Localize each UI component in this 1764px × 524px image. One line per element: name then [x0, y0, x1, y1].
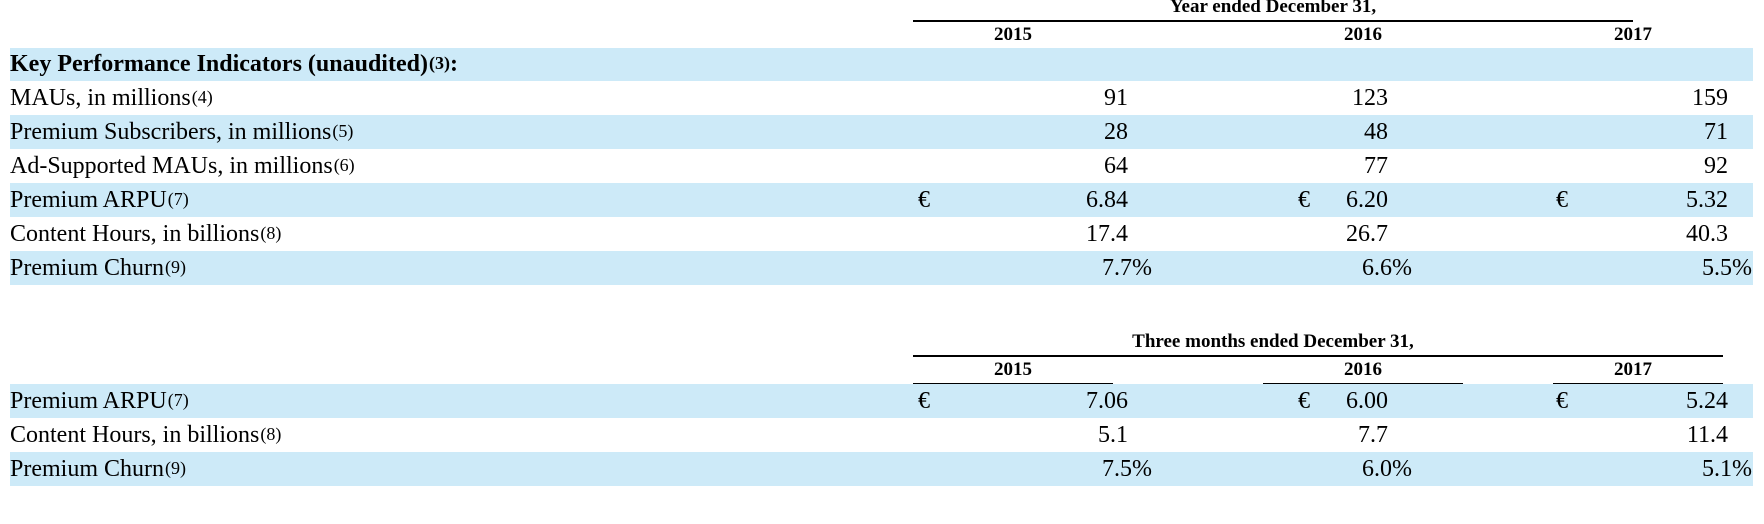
value-cell: 71 [1704, 119, 1728, 145]
value-cell: 6.0% [1362, 456, 1412, 482]
value-cell: 26.7 [1346, 221, 1388, 247]
annual-year-header: 2016 [1344, 24, 1382, 45]
currency-symbol: € [1298, 388, 1310, 414]
value-cell: 6.84 [1086, 187, 1128, 213]
row-band [10, 251, 1753, 285]
row-band [10, 183, 1753, 217]
value-cell: 5.1 [1098, 422, 1128, 448]
annual-period-header: Year ended December 31, [1169, 0, 1377, 17]
row-label: Ad-Supported MAUs, in millions(6) [10, 153, 355, 179]
footnote-ref: (9) [165, 458, 186, 478]
footnote-ref: (7) [167, 189, 189, 209]
annual-year-header: 2015 [994, 24, 1032, 45]
value-cell: 7.7 [1358, 422, 1388, 448]
row-band [10, 384, 1753, 418]
footnote-ref: (6) [333, 155, 355, 175]
value-cell: 7.06 [1086, 388, 1128, 414]
footnote-ref: (8) [260, 223, 282, 243]
value-cell: 123 [1352, 85, 1388, 111]
value-cell: 40.3 [1686, 221, 1728, 247]
currency-symbol: € [918, 388, 930, 414]
section-title: Key Performance Indicators (unaudited)(3… [10, 51, 458, 77]
currency-symbol: € [918, 187, 930, 213]
value-cell: 5.5% [1702, 255, 1752, 281]
value-cell: 48 [1364, 119, 1388, 145]
row-band [10, 452, 1753, 486]
footnote-ref: (5) [332, 121, 354, 141]
row-label: MAUs, in millions(4) [10, 85, 213, 111]
row-label: Content Hours, in billions(8) [10, 221, 282, 247]
value-cell: 28 [1104, 119, 1128, 145]
quarterly-year-header: 2016 [1344, 359, 1382, 380]
quarterly-period-header: Three months ended December 31, [1132, 331, 1414, 352]
quarterly-year-header: 2015 [994, 359, 1032, 380]
row-band [10, 115, 1753, 149]
annual-period-rule [913, 20, 1633, 22]
value-cell: 11.4 [1686, 422, 1728, 448]
quarterly-period-rule [913, 355, 1723, 357]
currency-symbol: € [1556, 187, 1568, 213]
value-cell: 17.4 [1086, 221, 1128, 247]
value-cell: 6.6% [1362, 255, 1412, 281]
value-cell: 5.24 [1686, 388, 1728, 414]
value-cell: 6.20 [1346, 187, 1388, 213]
value-cell: 159 [1692, 85, 1728, 111]
footnote-ref: (4) [191, 87, 213, 107]
value-cell: 92 [1704, 153, 1728, 179]
row-label: Premium Subscribers, in millions(5) [10, 119, 354, 145]
value-cell: 77 [1364, 153, 1388, 179]
value-cell: 5.32 [1686, 187, 1728, 213]
row-label: Premium Churn(9) [10, 456, 186, 482]
row-label: Premium Churn(9) [10, 255, 186, 281]
value-cell: 64 [1104, 153, 1128, 179]
row-label: Content Hours, in billions(8) [10, 422, 282, 448]
row-label: Premium ARPU(7) [10, 388, 189, 414]
footnote-ref: (9) [165, 257, 186, 277]
value-cell: 7.5% [1102, 456, 1152, 482]
currency-symbol: € [1298, 187, 1310, 213]
annual-year-header: 2017 [1614, 24, 1652, 45]
footnote-ref: (7) [167, 390, 189, 410]
value-cell: 6.00 [1346, 388, 1388, 414]
value-cell: 91 [1104, 85, 1128, 111]
value-cell: 7.7% [1102, 255, 1152, 281]
row-label: Premium ARPU(7) [10, 187, 189, 213]
quarterly-year-header: 2017 [1614, 359, 1652, 380]
row-band [10, 48, 1753, 81]
footnote-ref: (8) [260, 424, 282, 444]
value-cell: 5.1% [1702, 456, 1752, 482]
currency-symbol: € [1556, 388, 1568, 414]
